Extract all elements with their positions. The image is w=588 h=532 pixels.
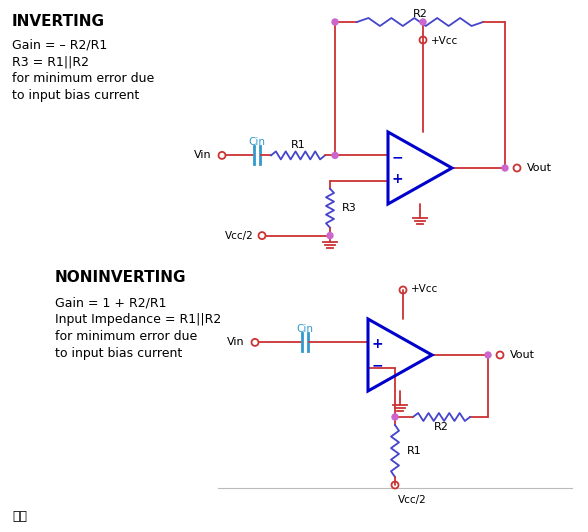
Text: 图三: 图三 — [12, 510, 27, 523]
Text: +Vcc: +Vcc — [411, 284, 438, 294]
Text: NONINVERTING: NONINVERTING — [55, 270, 186, 285]
Circle shape — [392, 414, 398, 420]
Text: Gain = – R2/R1: Gain = – R2/R1 — [12, 38, 107, 51]
Text: to input bias current: to input bias current — [55, 347, 182, 360]
Text: Cin: Cin — [296, 325, 313, 335]
Text: R1: R1 — [290, 140, 305, 151]
Text: Vin: Vin — [195, 151, 212, 161]
Text: Vcc/2: Vcc/2 — [225, 230, 254, 240]
Text: +: + — [391, 172, 403, 186]
Circle shape — [420, 19, 426, 25]
Text: Input Impedance = R1||R2: Input Impedance = R1||R2 — [55, 313, 221, 326]
Text: Vcc/2: Vcc/2 — [398, 495, 427, 505]
Text: Cin: Cin — [249, 137, 266, 147]
Text: −: − — [391, 150, 403, 164]
Text: +Vcc: +Vcc — [431, 36, 458, 46]
Text: R1: R1 — [407, 446, 422, 456]
Circle shape — [332, 19, 338, 25]
Text: Gain = 1 + R2/R1: Gain = 1 + R2/R1 — [55, 296, 166, 309]
Text: Vout: Vout — [527, 163, 552, 173]
Text: R2: R2 — [413, 9, 427, 19]
Text: R2: R2 — [434, 422, 449, 432]
Text: −: − — [371, 359, 383, 373]
Circle shape — [327, 232, 333, 238]
Text: INVERTING: INVERTING — [12, 14, 105, 29]
Text: for minimum error due: for minimum error due — [12, 72, 154, 85]
Circle shape — [332, 152, 338, 159]
Text: Vin: Vin — [228, 337, 245, 347]
Circle shape — [502, 165, 508, 171]
Text: to input bias current: to input bias current — [12, 89, 139, 102]
Text: R3: R3 — [342, 203, 357, 213]
Text: for minimum error due: for minimum error due — [55, 330, 197, 343]
Text: R3 = R1||R2: R3 = R1||R2 — [12, 55, 89, 68]
Text: Vout: Vout — [510, 350, 535, 360]
Text: +: + — [371, 337, 383, 351]
Circle shape — [485, 352, 491, 358]
